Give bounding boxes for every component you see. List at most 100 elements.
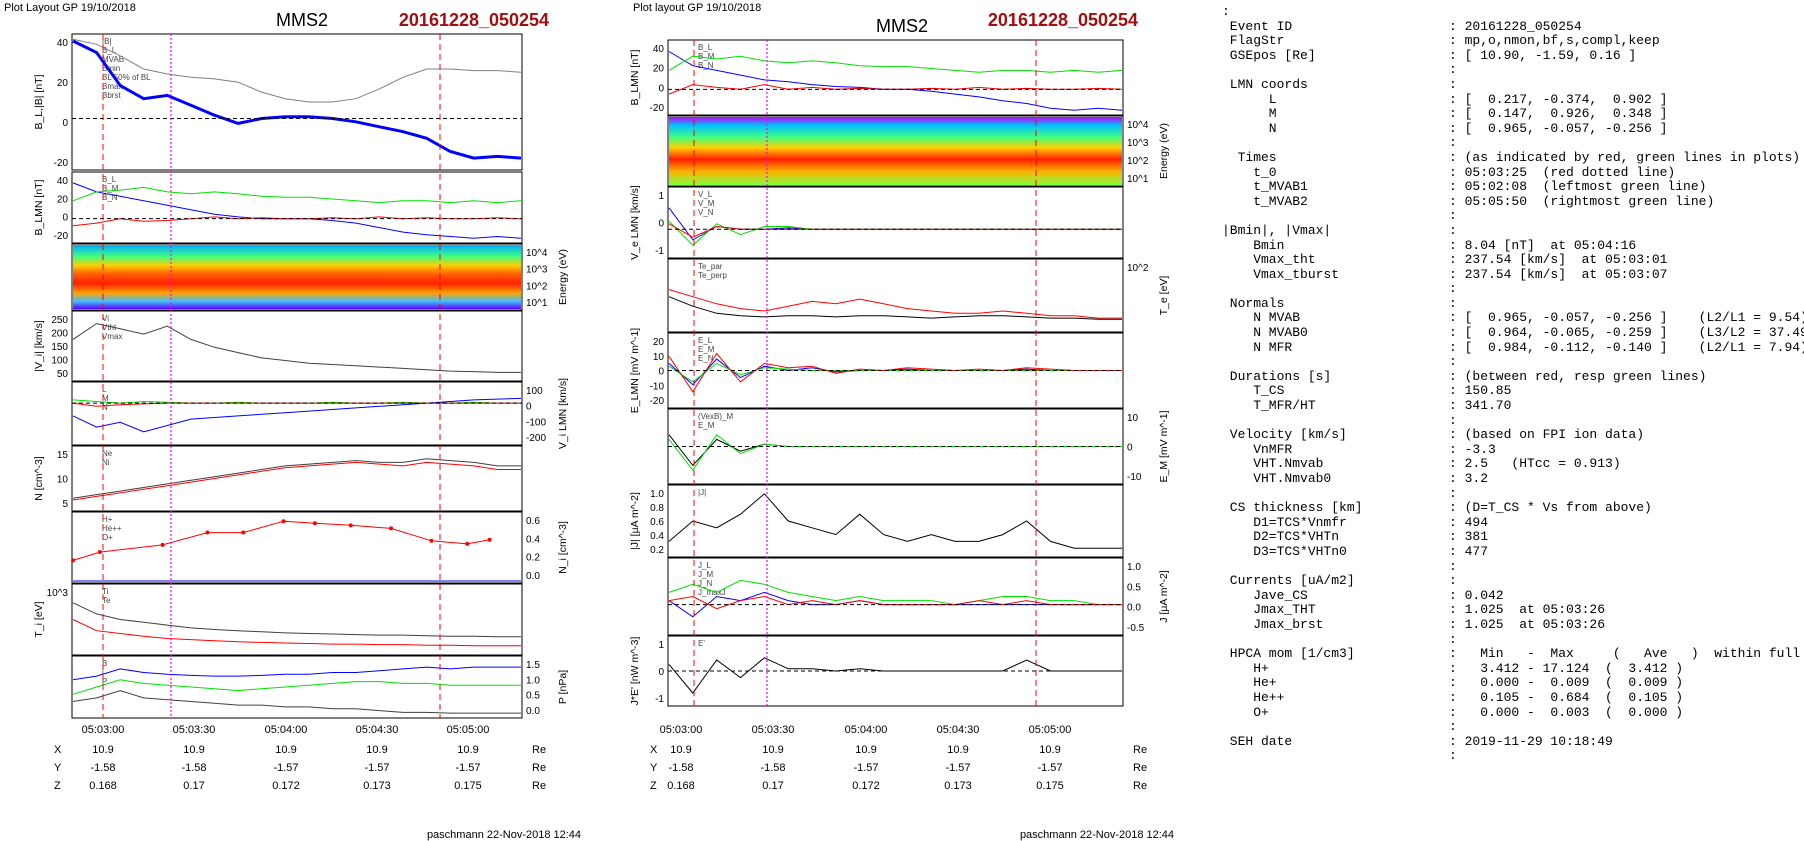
info-row: T_MFR/HT: 341.70 bbox=[1222, 398, 1792, 414]
info-label: Event ID bbox=[1222, 18, 1293, 34]
data-point bbox=[281, 519, 286, 524]
info-row: VnMFR: -3.3 bbox=[1222, 441, 1792, 458]
info-value: : bbox=[1449, 412, 1457, 428]
y-axis-label: E_LMN [mV m^-1] bbox=[629, 328, 641, 414]
panel-middle-6: 1.0 0.8 0.6 0.4 0.2 |J| [µA m^-2] |J| bbox=[629, 484, 1124, 558]
info-value: : Min - Max ( Ave ) within full brst int bbox=[1449, 646, 1801, 662]
coord-value: 0.173 bbox=[363, 780, 391, 792]
panel-frame bbox=[71, 171, 523, 244]
series-line bbox=[72, 397, 522, 433]
info-row: O+: 0.000 - 0.003 ( 0.000 ) bbox=[1222, 705, 1792, 721]
legend-entry: L bbox=[102, 385, 107, 394]
info-row: Vmax_tburst: 237.54 [km/s] at 05:03:07 bbox=[1222, 266, 1792, 283]
series-line bbox=[668, 352, 1122, 393]
coord-unit: Re bbox=[532, 744, 546, 756]
info-value: : bbox=[1449, 281, 1457, 297]
info-row: SEH date: 2019-11-29 10:18:49 bbox=[1222, 734, 1792, 750]
info-label: VnMFR bbox=[1222, 441, 1293, 457]
info-label: Vmax_tburst bbox=[1222, 266, 1340, 282]
info-value: : 05:02:08 (leftmost green line) bbox=[1449, 179, 1707, 195]
info-row: t_MVAB2: 05:05:50 (rightmost green line) bbox=[1222, 193, 1792, 210]
panel-frame bbox=[667, 39, 1124, 116]
y-tick-label: 0.0 bbox=[1127, 603, 1141, 614]
time-tick-label: 05:03:30 bbox=[173, 724, 216, 736]
y-tick-label: 20 bbox=[57, 194, 69, 205]
coord-label: Z bbox=[54, 780, 61, 792]
y-tick-label: 10^3 bbox=[1127, 138, 1149, 149]
info-value: : (based on FPI ion data) bbox=[1449, 427, 1645, 443]
left-event-id: 20161228_050254 bbox=[399, 10, 549, 30]
y-tick-label: 0 bbox=[62, 118, 68, 129]
series-line bbox=[72, 38, 522, 103]
y-tick-label: 15 bbox=[57, 450, 69, 461]
left-footer: paschmann 22-Nov-2018 12:44 bbox=[427, 829, 581, 841]
panel-frame bbox=[71, 655, 523, 719]
info-label: H+ bbox=[1222, 660, 1269, 676]
y-tick-label: 10 bbox=[653, 352, 665, 363]
info-label: D3=TCS*VHTn0 bbox=[1222, 543, 1347, 559]
series-line bbox=[668, 493, 1122, 549]
y-tick-label: 0.8 bbox=[650, 503, 664, 514]
info-label: LMN coords bbox=[1222, 76, 1308, 92]
series-b-l bbox=[72, 39, 522, 160]
legend-entry: |J| bbox=[698, 488, 706, 497]
data-point bbox=[389, 526, 394, 531]
info-row: M: [ 0.147, 0.926, 0.348 ] bbox=[1222, 107, 1792, 122]
series-line bbox=[72, 186, 522, 204]
y-tick-label: 150 bbox=[51, 342, 68, 353]
info-value: : [ 0.217, -0.374, 0.902 ] bbox=[1449, 91, 1668, 107]
legend-entry: B bbox=[102, 659, 107, 668]
series--b- bbox=[72, 38, 522, 103]
info-label: Jmax_brst bbox=[1222, 616, 1324, 632]
info-row: : bbox=[1222, 4, 1792, 20]
info-row: : bbox=[1222, 559, 1792, 575]
legend-entry: Te bbox=[102, 596, 111, 605]
y-tick-label: -20 bbox=[650, 396, 665, 407]
y-tick-label: 20 bbox=[57, 78, 69, 89]
info-label: D2=TCS*VHTn bbox=[1222, 529, 1340, 545]
series-line bbox=[72, 666, 521, 681]
series-n bbox=[72, 458, 521, 499]
info-value: : bbox=[1449, 719, 1457, 735]
series-line bbox=[668, 579, 1122, 606]
legend-entry: (VexB)_M bbox=[698, 412, 733, 421]
info-row: |Bmin|, |Vmax|: bbox=[1222, 222, 1792, 239]
info-value: : mp,o,nmon,bf,s,compl,keep bbox=[1449, 33, 1660, 49]
info-row: : bbox=[1222, 355, 1792, 370]
coord-value: 10.9 bbox=[947, 744, 968, 756]
time-tick-label: 05:03:00 bbox=[82, 724, 125, 736]
y-tick-label: 10^4 bbox=[526, 248, 548, 259]
y-tick-label: -1 bbox=[655, 694, 664, 705]
legend-entry: BL 50% of BL bbox=[102, 73, 151, 82]
info-row: Velocity [km/s]: (based on FPI ion data) bbox=[1222, 428, 1792, 443]
info-row: H+: 3.412 - 17.124 ( 3.412 ) bbox=[1222, 660, 1792, 677]
info-label: Currents [uA/m2] bbox=[1222, 573, 1355, 589]
y-tick-label: 1.0 bbox=[650, 489, 664, 500]
series-line bbox=[72, 520, 490, 561]
info-value: : bbox=[1449, 573, 1457, 589]
info-value: : 1.025 at 05:03:26 bbox=[1449, 602, 1606, 618]
info-value: : 05:05:50 (rightmost green line) bbox=[1449, 193, 1715, 209]
info-row: : bbox=[1222, 749, 1792, 764]
legend-entry: V_N bbox=[698, 208, 714, 217]
info-label: M bbox=[1222, 106, 1277, 122]
info-value: : 05:03:25 (red dotted line) bbox=[1449, 164, 1676, 180]
y-tick-label: 20 bbox=[653, 337, 665, 348]
coord-value: 10.9 bbox=[855, 744, 876, 756]
legend-entry: E_N bbox=[698, 354, 714, 363]
y-tick-label: 10^4 bbox=[1127, 120, 1149, 131]
panel-left-8: 1.5 1.0 0.5 0.0 P [nPa] BiP bbox=[71, 655, 569, 719]
y-tick-label: 1.5 bbox=[526, 660, 540, 671]
legend-entry: J_M bbox=[698, 570, 713, 579]
info-label: CS thickness [km] bbox=[1222, 500, 1363, 516]
info-row: D3=TCS*VHTn0: 477 bbox=[1222, 543, 1792, 560]
y-tick-label: 10^2 bbox=[1127, 156, 1149, 167]
coord-value: 10.9 bbox=[366, 744, 387, 756]
info-value: : bbox=[1449, 222, 1457, 238]
info-row: Jmax_THT: 1.025 at 05:03:26 bbox=[1222, 603, 1792, 618]
y-tick-label: 0.5 bbox=[1127, 582, 1141, 593]
info-row: Jmax_brst: 1.025 at 05:03:26 bbox=[1222, 616, 1792, 633]
